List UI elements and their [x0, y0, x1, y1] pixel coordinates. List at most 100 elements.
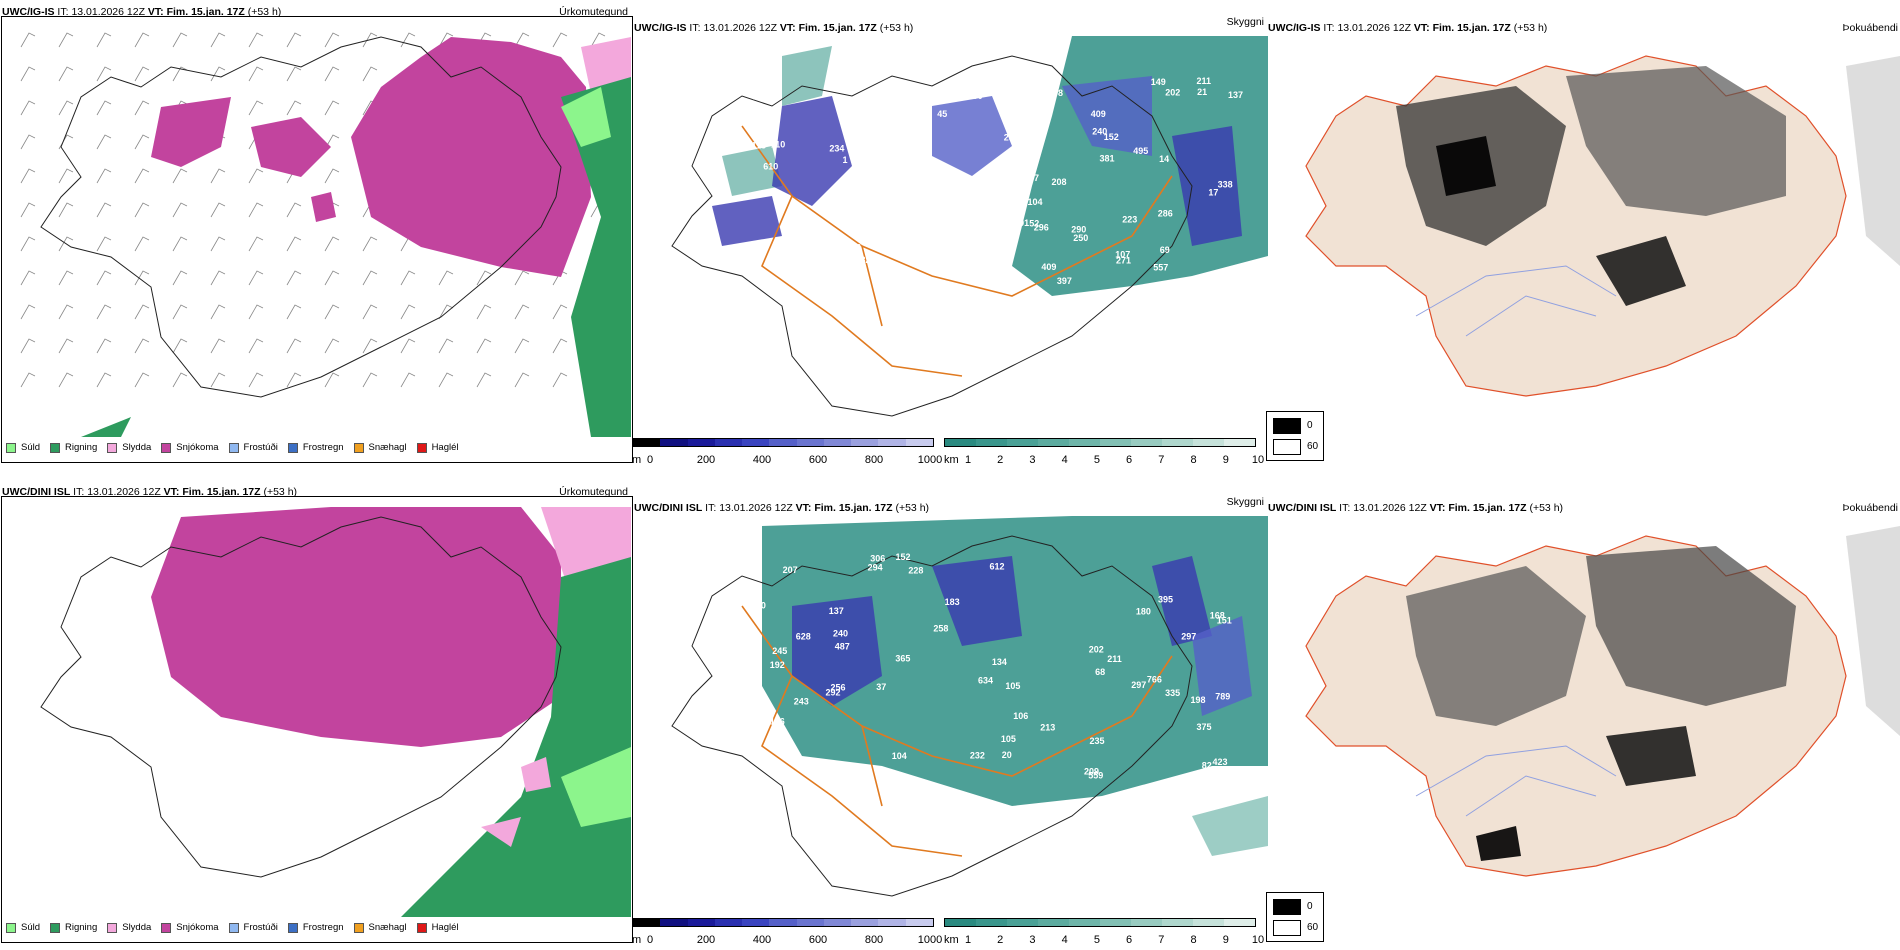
visibility-value-label: 211 — [1107, 654, 1122, 664]
legend-item: Snæhagl — [353, 442, 407, 453]
visibility-value-label: 634 — [978, 676, 993, 686]
colorbar-segment — [1131, 919, 1162, 926]
visibility-value-label: 277 — [1216, 278, 1231, 288]
wind-barb-icon — [134, 236, 150, 252]
wind-barb-icon — [590, 32, 606, 48]
sleet-area — [481, 817, 521, 847]
wind-barb-icon — [324, 304, 340, 320]
model-name: UWC/IG-IS — [2, 6, 55, 18]
vt-label: VT: — [163, 486, 180, 498]
wind-barb-icon — [134, 32, 150, 48]
colorbar-segment — [687, 439, 715, 446]
visibility-value-label: 232 — [970, 751, 985, 761]
cloudbase-colorbar: m 0 200 400 600 800 1000 — [632, 918, 942, 948]
wind-barb-icon — [248, 168, 264, 184]
legend-swatch — [161, 442, 172, 453]
visibility-value-label: 398 — [1048, 88, 1063, 98]
visibility-value-label: 104 — [1028, 197, 1043, 207]
iceland-outline — [40, 516, 562, 878]
model-name: UWC/IG-IS — [634, 22, 687, 34]
colorbar-segment — [945, 439, 976, 446]
legend-swatch — [107, 442, 118, 453]
visibility-value-label: 766 — [1147, 675, 1162, 685]
colorbar-tick-label: 1000 — [917, 454, 943, 466]
visibility-value-label: 375 — [1197, 722, 1212, 732]
legend-label: Súld — [21, 922, 41, 933]
wind-barb-icon — [400, 270, 416, 286]
wind-barb-icon — [210, 304, 226, 320]
precip-title: Úrkomutegund — [559, 6, 628, 18]
wind-barb-icon — [58, 372, 74, 388]
colorbar-tick-label: 2 — [997, 454, 1004, 466]
legend-swatch — [50, 922, 61, 933]
visibility-color-segments — [944, 918, 1256, 927]
precip-map — [40, 507, 631, 917]
wind-barb-icon — [96, 66, 112, 82]
cloudbase-area — [1172, 126, 1242, 246]
it-value: 13.01.2026 12Z — [87, 486, 161, 498]
rain-area — [561, 77, 631, 437]
precip-map — [20, 32, 631, 437]
visibility-value-label: 105 — [1005, 681, 1020, 691]
lead-time: (+53 h) — [895, 502, 930, 514]
colorbar-tick-label: 0 — [646, 934, 654, 946]
visibility-value-label: 335 — [1165, 688, 1180, 698]
visibility-value-label: 228 — [908, 565, 923, 575]
colorbar-segment — [851, 919, 879, 926]
wind-barb-icon — [324, 270, 340, 286]
visibility-value-label: 297 — [1131, 680, 1146, 690]
visibility-unit: km — [944, 934, 959, 946]
wind-barb-icon — [210, 32, 226, 48]
visibility-value-label: 110 — [771, 139, 786, 149]
visibility-value-label: 610 — [763, 162, 778, 172]
legend-item: Haglél — [416, 922, 459, 933]
lead-time: (+53 h) — [1529, 502, 1564, 514]
colorbar-tick-label: 9 — [1222, 934, 1229, 946]
visibility-unit: km — [944, 454, 959, 466]
fog-dense — [1406, 566, 1586, 726]
vis-teal-area — [722, 146, 782, 196]
legend-item: Haglél — [416, 442, 459, 453]
colorbar-segment — [1224, 439, 1255, 446]
panel-header: UWC/DINI ISL IT: 13.01.2026 12Z VT: Fim.… — [2, 486, 297, 498]
drizzle-area — [561, 747, 631, 827]
fog-high-swatch — [1273, 899, 1301, 915]
visibility-panel-row2: UWC/DINI ISL IT: 13.01.2026 12Z VT: Fim.… — [632, 480, 1268, 950]
lead-time: (+53 h) — [1513, 22, 1548, 34]
visibility-value-label: 106 — [1013, 711, 1028, 721]
colorbar-tick-label: 800 — [864, 934, 884, 946]
wind-barb-icon — [172, 32, 188, 48]
legend-item: Súld — [6, 922, 40, 933]
visibility-value-label: 381 — [1100, 153, 1115, 163]
wind-barb-icon — [210, 202, 226, 218]
wind-barb-icon — [248, 304, 264, 320]
visibility-value-label: 20 — [1002, 750, 1012, 760]
wind-barb-icon — [362, 338, 378, 354]
legend-item: Snjókoma — [161, 442, 219, 453]
wind-barb-icon — [58, 66, 74, 82]
visibility-value-label: 113 — [752, 141, 767, 151]
wind-barb-icon — [134, 270, 150, 286]
visibility-value-label: 21 — [1197, 87, 1207, 97]
wind-barb-icon — [438, 270, 454, 286]
visibility-value-label: 107 — [1024, 173, 1039, 183]
wind-barb-icon — [134, 372, 150, 388]
wind-barb-icon — [20, 168, 36, 184]
colorbar-segment — [633, 919, 661, 926]
colorbar-segment — [1100, 439, 1131, 446]
vt-value: Fim. 15.jan. 17Z — [1448, 502, 1527, 514]
wind-barb-icon — [172, 66, 188, 82]
wind-barb-icon — [134, 202, 150, 218]
wind-barb-icon — [58, 202, 74, 218]
colorbar-segment — [1100, 919, 1131, 926]
vt-value: Fim. 15.jan. 17Z — [798, 22, 877, 34]
it-label: IT: — [705, 502, 717, 514]
wind-barb-icon — [476, 338, 492, 354]
it-label: IT: — [689, 22, 701, 34]
colorbar-tick-label: 200 — [696, 454, 716, 466]
colorbar-segment — [714, 919, 743, 926]
colorbar-segment — [905, 439, 933, 446]
wind-barb-icon — [58, 270, 74, 286]
visibility-colorbar: km 1 2 3 4 5 6 7 8 9 10 — [944, 918, 1264, 948]
